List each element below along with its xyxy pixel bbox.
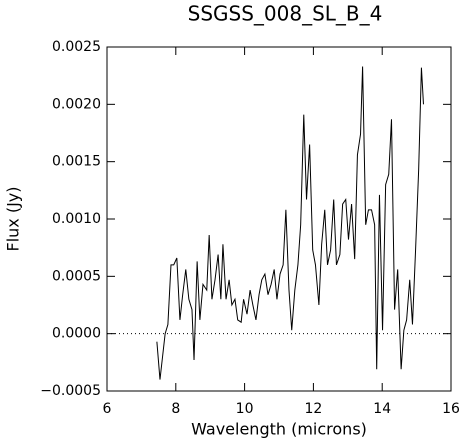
x-tick-label: 10 — [236, 401, 254, 417]
y-axis-label: Flux (Jy) — [4, 186, 23, 251]
y-tick-label: 0.0025 — [52, 39, 101, 55]
y-tick-label: 0.0010 — [52, 211, 101, 227]
x-tick-label: 8 — [171, 401, 180, 417]
y-tick-label: 0.0020 — [52, 96, 101, 112]
data-line — [156, 66, 424, 380]
x-tick-label: 16 — [442, 401, 460, 417]
y-tick-label: 0.0000 — [52, 326, 101, 342]
x-tick-label: 12 — [304, 401, 322, 417]
x-tick-label: 14 — [373, 401, 391, 417]
y-tick-label: 0.0005 — [52, 268, 101, 284]
y-tick-label: −0.0005 — [40, 383, 101, 399]
x-tick-label: 6 — [103, 401, 112, 417]
y-tick-label: 0.0015 — [52, 154, 101, 170]
x-axis-label: Wavelength (microns) — [191, 420, 367, 439]
chart-title: SSGSS_008_SL_B_4 — [188, 2, 383, 26]
